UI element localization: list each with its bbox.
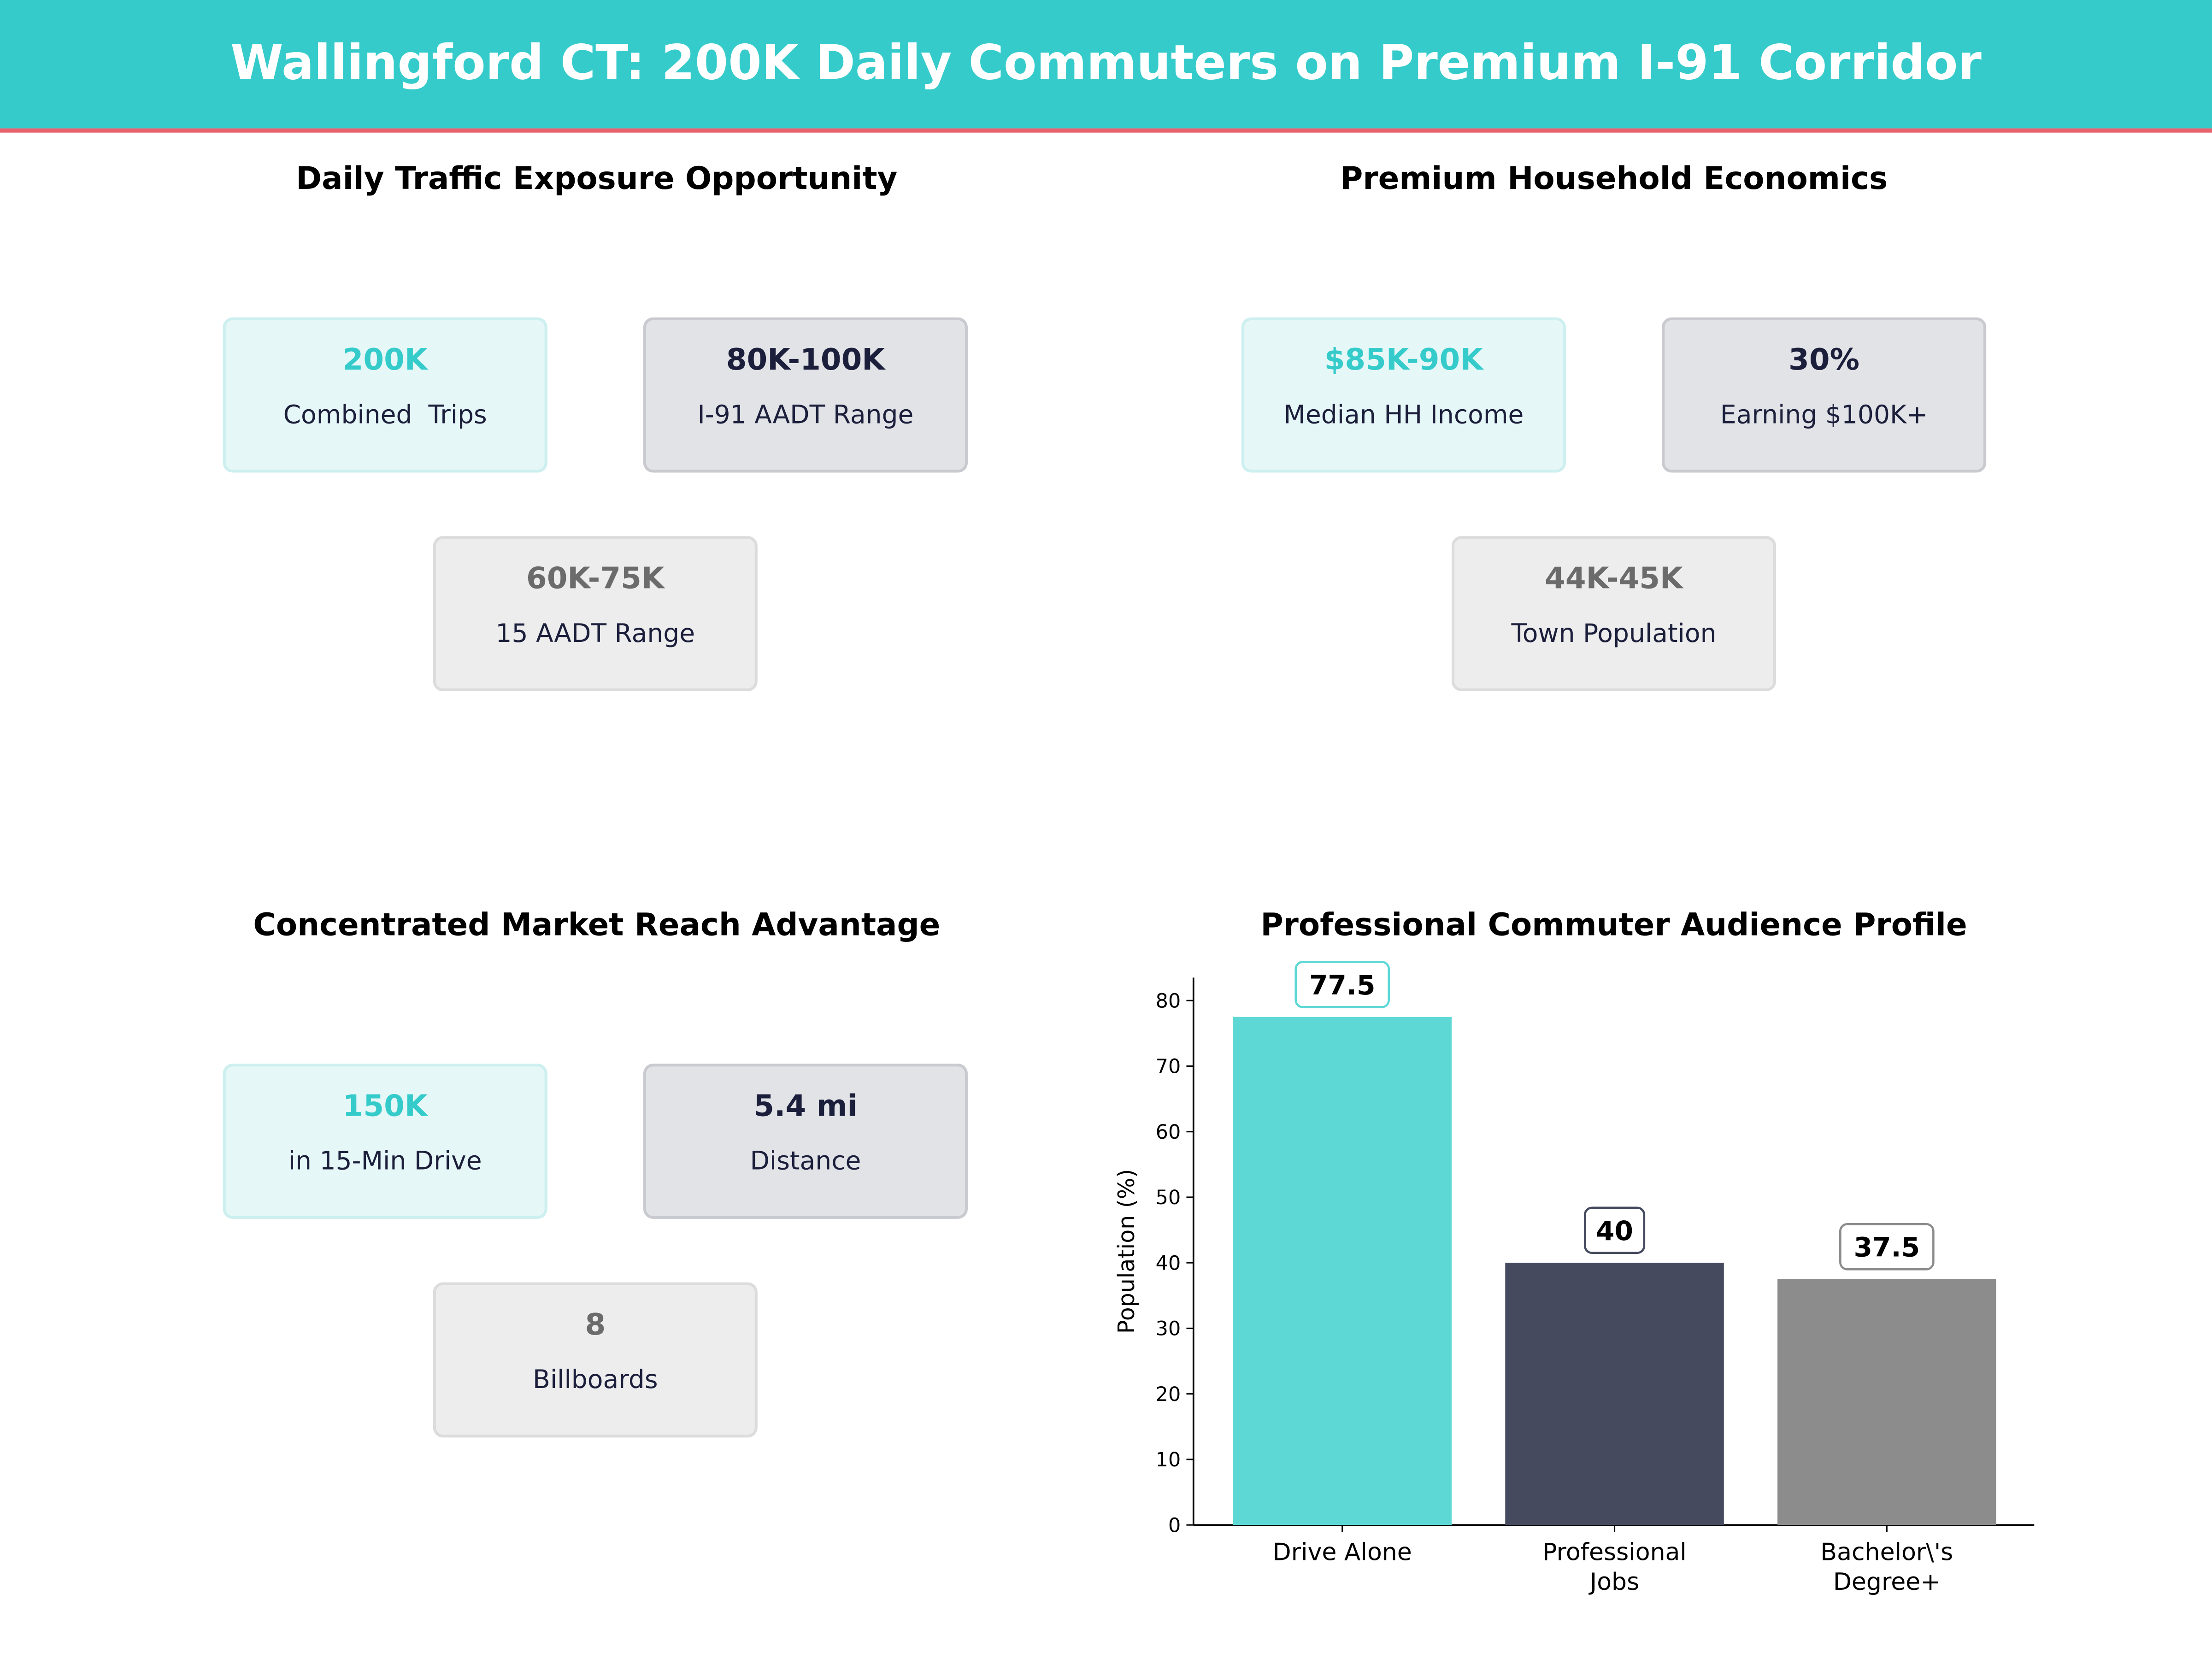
header-accent-line — [0, 128, 2212, 133]
stat-card: 5.4 mi Distance — [643, 1064, 968, 1219]
y-tick-label: 50 — [1156, 1186, 1181, 1209]
stat-value: $85K-90K — [1324, 342, 1483, 377]
value-label: 77.5 — [1309, 970, 1376, 1001]
y-axis-label: Population (%) — [1113, 1169, 1140, 1334]
stat-label: Distance — [750, 1147, 861, 1177]
bar — [1505, 1263, 1724, 1525]
panel-title-household: Premium Household Economics — [1340, 162, 1888, 198]
y-tick-label: 70 — [1156, 1055, 1181, 1078]
y-tick-label: 30 — [1156, 1318, 1181, 1341]
stat-card: 30% Earning $100K+ — [1662, 317, 1987, 473]
stat-card: 8 Billboards — [433, 1282, 758, 1438]
stat-card: 150K in 15-Min Drive — [223, 1064, 547, 1219]
stat-value: 150K — [342, 1089, 428, 1123]
stat-label: Median HH Income — [1283, 400, 1524, 430]
x-tick-label: Jobs — [1588, 1568, 1639, 1596]
bar — [1233, 1017, 1452, 1525]
stat-value: 80K-100K — [726, 342, 885, 377]
x-tick-label: Drive Alone — [1273, 1539, 1412, 1566]
y-tick-label: 0 — [1168, 1514, 1181, 1537]
stat-value: 200K — [342, 342, 428, 377]
stat-card: 200K Combined Trips — [223, 317, 547, 473]
value-label: 40 — [1596, 1215, 1633, 1247]
stat-value: 60K-75K — [526, 561, 665, 595]
stat-label: Billboards — [533, 1365, 658, 1395]
bar — [1777, 1279, 1996, 1525]
panel-title-reach: Concentrated Market Reach Advantage — [253, 908, 941, 944]
stat-label: Town Population — [1511, 619, 1717, 649]
chart-title: Professional Commuter Audience Profile — [1260, 908, 1967, 944]
stat-value: 30% — [1788, 342, 1860, 377]
value-label: 37.5 — [1854, 1232, 1920, 1263]
y-tick-label: 20 — [1156, 1383, 1181, 1406]
stat-card: 80K-100K I-91 AADT Range — [643, 317, 968, 473]
stat-card: 44K-45K Town Population — [1451, 536, 1777, 691]
value-label-box — [1839, 1223, 1935, 1271]
stat-value: 44K-45K — [1545, 561, 1683, 595]
value-label-box — [1583, 1206, 1646, 1254]
stat-value: 5.4 mi — [753, 1089, 858, 1123]
x-tick-label: Degree+ — [1833, 1568, 1941, 1596]
header-bar — [0, 0, 2212, 129]
stat-card: 60K-75K 15 AADT Range — [433, 536, 758, 691]
x-tick-label: Professional — [1542, 1539, 1687, 1566]
page-title: Wallingford CT: 200K Daily Commuters on … — [230, 35, 1982, 92]
y-tick-label: 40 — [1156, 1252, 1181, 1275]
stat-label: Combined Trips — [283, 400, 487, 430]
stat-label: Earning $100K+ — [1720, 400, 1928, 430]
y-tick-label: 80 — [1156, 990, 1181, 1013]
y-tick-label: 60 — [1156, 1121, 1181, 1144]
stat-label: 15 AADT Range — [495, 619, 695, 649]
stat-card: $85K-90K Median HH Income — [1241, 317, 1566, 473]
panel-title-traffic: Daily Traffic Exposure Opportunity — [296, 162, 898, 198]
stat-label: in 15-Min Drive — [288, 1147, 482, 1177]
value-label-box — [1294, 961, 1390, 1008]
stat-label: I-91 AADT Range — [697, 400, 914, 430]
y-tick-label: 10 — [1156, 1448, 1181, 1471]
stat-value: 8 — [585, 1307, 606, 1342]
x-tick-label: Bachelor\'s — [1820, 1539, 1953, 1566]
